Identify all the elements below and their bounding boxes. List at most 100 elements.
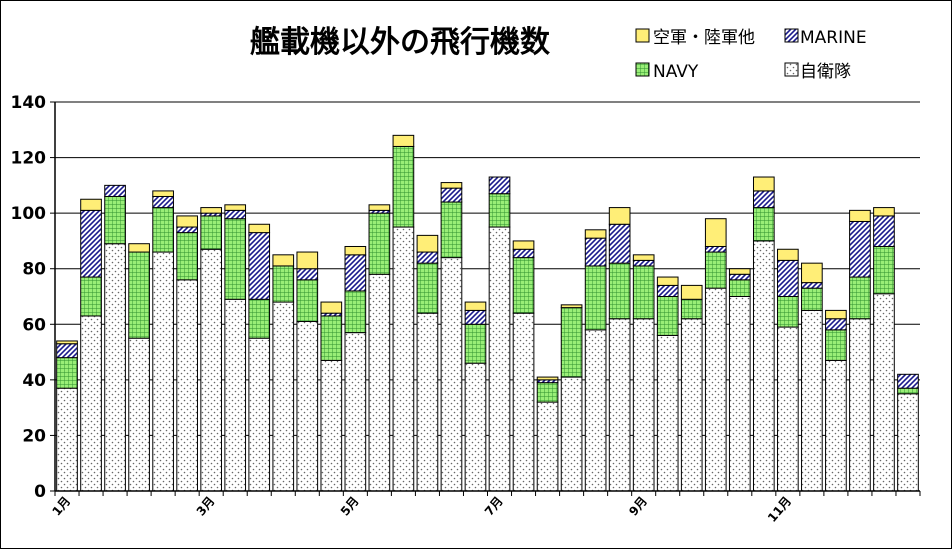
- bar-marine-0: [56, 343, 78, 359]
- legend-label-other: 空軍・陸軍他: [653, 28, 755, 48]
- x-tick-label-0: 1月: [50, 494, 74, 519]
- bar-navy-22: [584, 265, 607, 331]
- bar-marine-1: [80, 209, 102, 278]
- legend-item-navy: NAVY: [635, 62, 699, 82]
- legend: 空軍・陸軍他 MARINE NAVY 自衛隊: [635, 28, 867, 82]
- bar-other-0: [56, 340, 78, 345]
- bar-navy-15: [416, 262, 439, 314]
- bar-navy-17: [464, 323, 487, 364]
- bar-stack-19: [512, 240, 535, 492]
- bar-stack-12: [344, 245, 367, 492]
- bar-self_defense-35: [897, 393, 919, 492]
- bar-self_defense-29: [752, 240, 775, 492]
- bar-marine-29: [752, 190, 775, 209]
- bar-stack-24: [632, 254, 655, 492]
- x-tick-label-30: 11月: [765, 494, 794, 525]
- bar-other-17: [464, 301, 487, 311]
- bar-self_defense-4: [152, 251, 174, 492]
- bar-stack-17: [464, 301, 487, 492]
- bar-stack-0: [56, 340, 78, 492]
- bar-navy-33: [849, 276, 871, 320]
- bar-self_defense-13: [368, 273, 391, 492]
- legend-item-other: 空軍・陸軍他: [635, 28, 755, 48]
- bar-self_defense-34: [873, 293, 895, 492]
- x-tick-label-6: 3月: [194, 494, 218, 519]
- bar-stack-7: [224, 204, 247, 492]
- bar-navy-30: [777, 296, 799, 328]
- bar-stack-20: [536, 376, 559, 492]
- bar-other-25: [656, 276, 679, 286]
- bar-navy-27: [704, 251, 727, 289]
- bar-stack-4: [152, 190, 174, 492]
- bar-navy-19: [512, 257, 535, 314]
- bar-self_defense-15: [416, 312, 439, 492]
- y-tick-label-60: 60: [22, 315, 46, 335]
- bar-self_defense-24: [632, 318, 655, 492]
- bar-self_defense-12: [344, 332, 367, 492]
- legend-swatch-navy: [635, 62, 650, 77]
- bar-other-7: [224, 204, 247, 211]
- bar-stack-30: [777, 248, 799, 492]
- bar-other-9: [272, 254, 295, 267]
- legend-label-navy: NAVY: [653, 62, 699, 82]
- bar-navy-21: [560, 307, 583, 378]
- bar-navy-3: [128, 251, 150, 339]
- legend-label-marine: MARINE: [800, 28, 867, 48]
- bar-stack-13: [368, 204, 391, 492]
- bar-marine-27: [704, 245, 727, 253]
- bar-stack-18: [488, 176, 511, 492]
- bar-navy-12: [344, 290, 367, 334]
- bar-self_defense-2: [104, 243, 126, 492]
- bar-navy-35: [897, 387, 919, 395]
- bar-stack-26: [680, 284, 703, 492]
- bar-other-24: [632, 254, 655, 261]
- bar-stack-10: [296, 251, 319, 492]
- bar-self_defense-11: [320, 359, 343, 492]
- bar-navy-23: [608, 262, 631, 320]
- bar-self_defense-8: [248, 337, 271, 492]
- bar-self_defense-0: [56, 387, 78, 492]
- bar-marine-5: [176, 226, 198, 234]
- bar-other-10: [296, 251, 319, 270]
- bar-self_defense-19: [512, 312, 535, 492]
- bar-marine-34: [873, 215, 895, 247]
- x-tick-labels: 1月 3月 5月 7月 9月 11月: [50, 494, 795, 525]
- legend-swatch-marine: [784, 28, 799, 43]
- bar-other-13: [368, 204, 391, 211]
- bars: [56, 134, 919, 492]
- bar-other-29: [752, 176, 775, 192]
- bar-marine-19: [512, 248, 535, 259]
- chart-title: 艦載機以外の飛行機数: [250, 25, 551, 60]
- bar-navy-5: [176, 232, 198, 281]
- bar-navy-4: [152, 207, 174, 253]
- bar-other-14: [392, 134, 415, 147]
- bar-navy-11: [320, 315, 343, 361]
- bar-other-15: [416, 234, 439, 253]
- bar-marine-15: [416, 251, 439, 264]
- x-tick-label-12: 5月: [338, 494, 362, 519]
- bar-other-1: [80, 198, 102, 211]
- bar-other-4: [152, 190, 174, 197]
- bar-stack-27: [704, 218, 727, 492]
- bar-stack-25: [656, 276, 679, 492]
- y-tick-label-80: 80: [22, 260, 46, 280]
- bar-marine-24: [632, 259, 655, 267]
- bar-navy-34: [873, 245, 895, 295]
- y-tick-labels: 0 20 40 60 80 100 120 140: [11, 93, 47, 502]
- bar-self_defense-32: [825, 359, 847, 492]
- bar-self_defense-33: [849, 318, 871, 492]
- bar-marine-22: [584, 237, 607, 267]
- bar-other-32: [825, 309, 847, 320]
- bar-other-23: [608, 207, 631, 225]
- bar-navy-28: [728, 279, 751, 297]
- bar-stack-33: [849, 209, 871, 492]
- legend-item-self-defense: 自衛隊: [784, 62, 851, 82]
- bar-other-16: [440, 182, 463, 189]
- bar-marine-18: [488, 176, 511, 195]
- bar-navy-0: [56, 357, 78, 389]
- bar-stack-14: [392, 134, 415, 492]
- bar-self_defense-28: [728, 296, 751, 492]
- y-tick-label-120: 120: [11, 149, 47, 169]
- bar-other-6: [200, 207, 223, 214]
- bar-self_defense-30: [777, 326, 799, 492]
